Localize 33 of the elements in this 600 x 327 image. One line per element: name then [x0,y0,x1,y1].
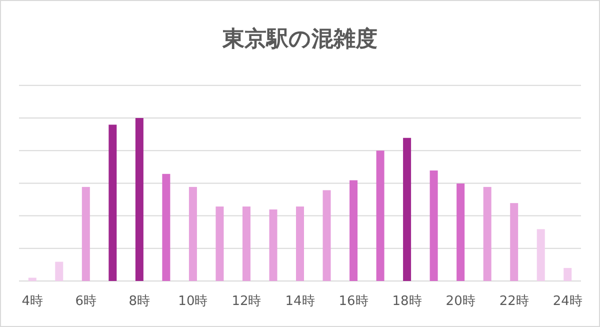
bar [350,180,358,281]
bar [430,170,438,281]
bar [108,124,117,281]
bar [162,174,170,281]
chart-title: 東京駅の混雑度 [222,26,378,52]
x-tick-label: 18時 [392,294,422,309]
x-tick-label: 4時 [22,294,44,309]
bar [376,150,384,281]
x-tick-label: 8時 [128,294,150,309]
x-tick-label: 12時 [232,294,262,309]
x-tick-label: 24時 [552,294,582,309]
x-tick-label: 6時 [75,294,97,309]
bar [135,118,144,281]
bar [322,190,331,281]
bar [403,138,412,281]
x-tick-label: 16時 [338,294,368,309]
x-tick-label: 20時 [446,294,476,309]
bar [242,206,250,281]
bar [296,206,304,281]
bar [28,278,36,281]
x-tick-label: 14時 [285,294,315,309]
bar [188,186,197,281]
bar [216,206,224,281]
bar [564,268,572,281]
x-tick-label: 22時 [499,294,529,309]
bar [510,203,518,281]
bar [82,186,90,281]
x-tick-label: 10時 [178,294,208,309]
bar [483,186,492,281]
bar [269,209,278,281]
bar [536,229,545,281]
bar [456,184,465,281]
bar [55,262,64,281]
